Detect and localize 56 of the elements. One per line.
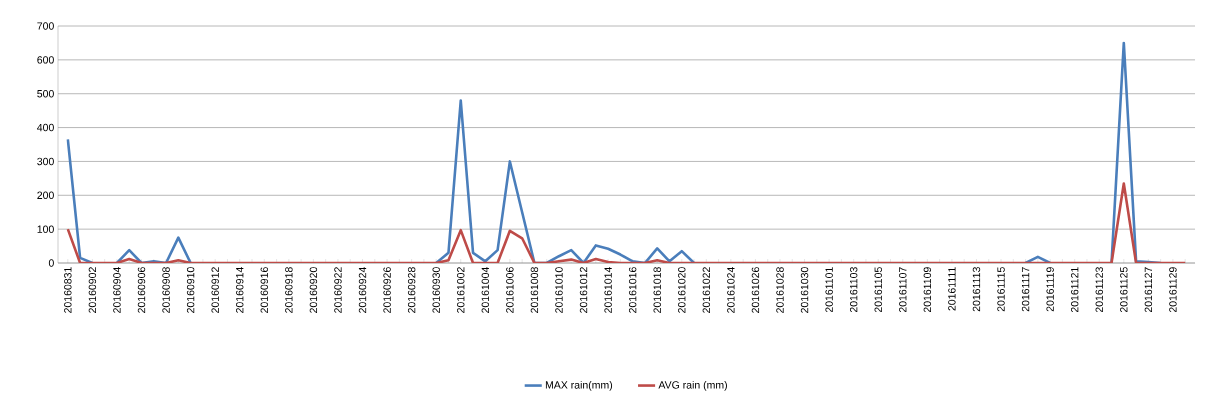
x-tick-label: 20160904 xyxy=(113,267,121,313)
x-tick-label: 20161026 xyxy=(751,267,760,313)
y-tick-label: 400 xyxy=(37,123,54,132)
y-tick-label: 0 xyxy=(48,259,54,267)
x-tick-label: 20161127 xyxy=(1144,267,1153,313)
x-tick-label: 20161113 xyxy=(972,267,981,312)
x-tick-label: 20161101 xyxy=(825,267,833,313)
x-tick-label: 20161103 xyxy=(849,267,858,313)
legend-label: AVG rain (mm) xyxy=(658,380,727,391)
x-tick-label: 20160902 xyxy=(88,267,97,313)
x-tick-label: 20161107 xyxy=(899,267,907,313)
x-tick-label: 20160918 xyxy=(285,267,293,313)
x-tick-label: 20160910 xyxy=(186,267,195,313)
x-tick-label: 20161010 xyxy=(555,267,563,313)
x-tick-label: 20161012 xyxy=(579,267,588,313)
y-tick-label: 500 xyxy=(37,90,54,98)
x-tick-label: 20161002 xyxy=(457,267,465,313)
y-tick-label: 100 xyxy=(37,225,54,233)
y-tick-label: 200 xyxy=(37,191,54,200)
y-tick-label: 300 xyxy=(37,157,54,166)
x-tick-label: 20161123 xyxy=(1095,267,1103,313)
x-tick-label: 20161016 xyxy=(628,267,637,313)
x-tick-label: 20161006 xyxy=(506,267,514,313)
x-tick-label: 20161125 xyxy=(1120,267,1128,313)
x-tick-label: 20161117 xyxy=(1021,267,1030,312)
x-tick-label: 20161008 xyxy=(530,267,539,313)
x-tick-label: 20161111 xyxy=(948,267,956,311)
x-tick-label: 20161119 xyxy=(1046,267,1054,312)
x-tick-label: 20160831 xyxy=(64,267,72,313)
x-tick-label: 20160914 xyxy=(236,267,244,313)
x-tick-label: 20161030 xyxy=(800,267,809,313)
x-tick-label: 20160920 xyxy=(309,267,318,313)
x-tick-label: 20160908 xyxy=(162,267,170,313)
x-tick-label: 20160916 xyxy=(260,267,269,313)
x-tick-label: 20161018 xyxy=(653,267,661,313)
x-tick-label: 20161028 xyxy=(776,267,784,313)
legend-label: MAX rain(mm) xyxy=(545,380,613,391)
x-tick-label: 20161109 xyxy=(923,267,932,313)
x-tick-label: 20161105 xyxy=(874,267,882,313)
x-tick-label: 20160926 xyxy=(383,267,391,313)
x-tick-label: 20161121 xyxy=(1070,267,1079,313)
x-tick-label: 20160922 xyxy=(334,267,342,313)
y-tick-label: 700 xyxy=(37,22,54,30)
x-tick-label: 20161022 xyxy=(702,267,711,313)
x-tick-label: 20160930 xyxy=(432,267,440,313)
x-tick-label: 20160906 xyxy=(137,267,146,313)
x-tick-label: 20161024 xyxy=(727,267,735,313)
x-tick-label: 20161129 xyxy=(1169,267,1177,313)
x-tick-label: 20161014 xyxy=(604,267,612,313)
x-tick-label: 20160924 xyxy=(358,267,367,313)
x-tick-label: 20160928 xyxy=(407,267,416,313)
y-tick-label: 600 xyxy=(37,56,54,64)
x-tick-label: 20160912 xyxy=(211,267,219,313)
x-tick-label: 20161004 xyxy=(481,267,490,313)
x-tick-label: 20161020 xyxy=(678,267,686,313)
x-tick-label: 20161115 xyxy=(997,267,1005,312)
